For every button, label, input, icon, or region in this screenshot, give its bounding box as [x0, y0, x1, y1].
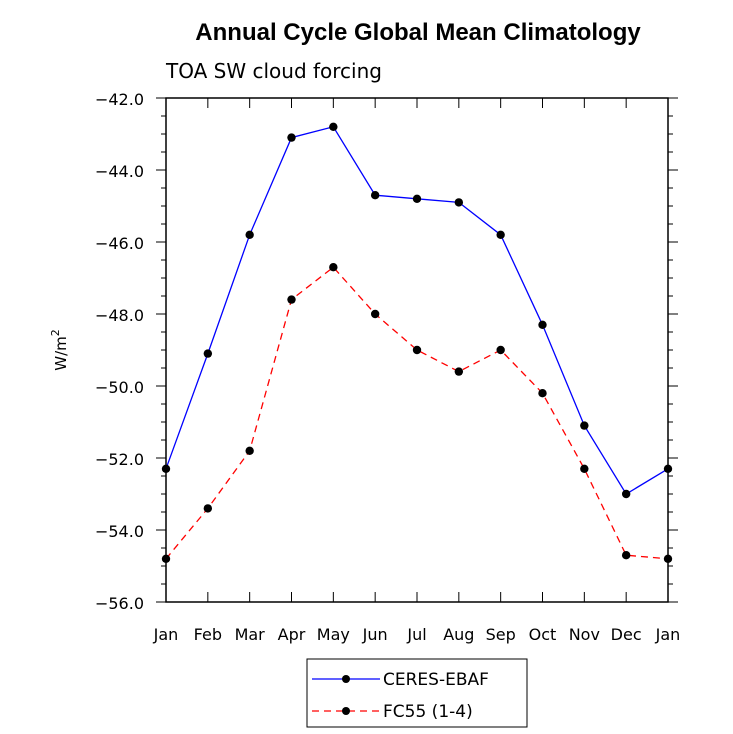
series-line-0	[165, 126, 669, 495]
series-0-point	[621, 489, 631, 499]
series-0-point	[663, 464, 673, 473]
series-1-point	[412, 345, 422, 355]
series-0-point	[329, 122, 338, 131]
series-1-point	[287, 295, 296, 304]
y-axis-label-text: W/m	[52, 336, 70, 371]
legend-marker-ceres-ebaf	[342, 675, 350, 683]
x-tick-label: Jun	[362, 625, 388, 644]
series-1-point	[161, 554, 171, 563]
series-0-point	[496, 230, 505, 239]
series-0-point	[580, 421, 589, 430]
x-tick-label: May	[317, 625, 350, 644]
series-0-point	[370, 191, 380, 200]
legend-marker-fc55	[342, 707, 350, 715]
series-1-point	[203, 504, 213, 513]
series-0-point	[287, 133, 296, 142]
series-0-point	[538, 320, 547, 329]
svg-text:W/m2: W/m2	[49, 329, 70, 371]
x-tick-label: Jul	[406, 625, 426, 644]
x-tick-label: Jan	[153, 625, 179, 644]
y-tick-label: −44.0	[95, 162, 144, 181]
y-axis-label: W/m2	[49, 329, 70, 371]
series-0-point	[203, 349, 213, 358]
y-tick-label: −48.0	[95, 306, 144, 325]
series-1-point	[370, 309, 380, 319]
y-tick-label: −46.0	[95, 234, 144, 253]
y-tick-label: −50.0	[95, 378, 144, 397]
series-layer	[161, 122, 673, 563]
chart-title: Annual Cycle Global Mean Climatology	[195, 19, 641, 46]
x-tick-label: Sep	[486, 625, 516, 644]
series-line-1	[165, 266, 669, 560]
series-0-point	[245, 230, 254, 239]
series-1-point	[329, 263, 338, 272]
y-tick-label: −42.0	[95, 90, 144, 109]
series-1-point	[663, 554, 673, 563]
x-tick-label: Apr	[278, 625, 306, 644]
x-tick-label: Nov	[569, 625, 600, 644]
legend: CERES-EBAF FC55 (1-4)	[306, 658, 528, 728]
y-axis-label-superscript: 2	[49, 329, 62, 336]
series-1-point	[496, 345, 505, 355]
series-1-point	[454, 367, 464, 376]
x-tick-label: Mar	[235, 625, 266, 644]
series-0-point	[412, 194, 422, 203]
series-1-point	[580, 464, 589, 473]
axis-ticks: Jan Feb Mar Apr May Jun Jul Aug Sep Oct Nov Dec Jan−…	[95, 90, 680, 644]
x-tick-label: Dec	[611, 625, 642, 644]
legend-label-fc55: FC55 (1-4)	[383, 702, 473, 722]
x-tick-label: Aug	[443, 625, 474, 644]
y-tick-label: −56.0	[95, 594, 144, 613]
x-tick-label: Oct	[529, 625, 557, 644]
legend-label-ceres-ebaf: CERES-EBAF	[383, 670, 489, 690]
chart-subtitle: TOA SW cloud forcing	[165, 59, 382, 83]
x-tick-label: Jan	[655, 625, 681, 644]
y-tick-label: −54.0	[95, 522, 144, 541]
series-1-point	[538, 389, 547, 398]
series-1-point	[245, 446, 254, 455]
series-0-point	[161, 464, 171, 473]
series-1-point	[621, 551, 631, 560]
x-tick-label: Feb	[194, 625, 222, 644]
series-0-point	[454, 198, 464, 207]
y-tick-label: −52.0	[95, 450, 144, 469]
legend-box	[306, 658, 528, 728]
